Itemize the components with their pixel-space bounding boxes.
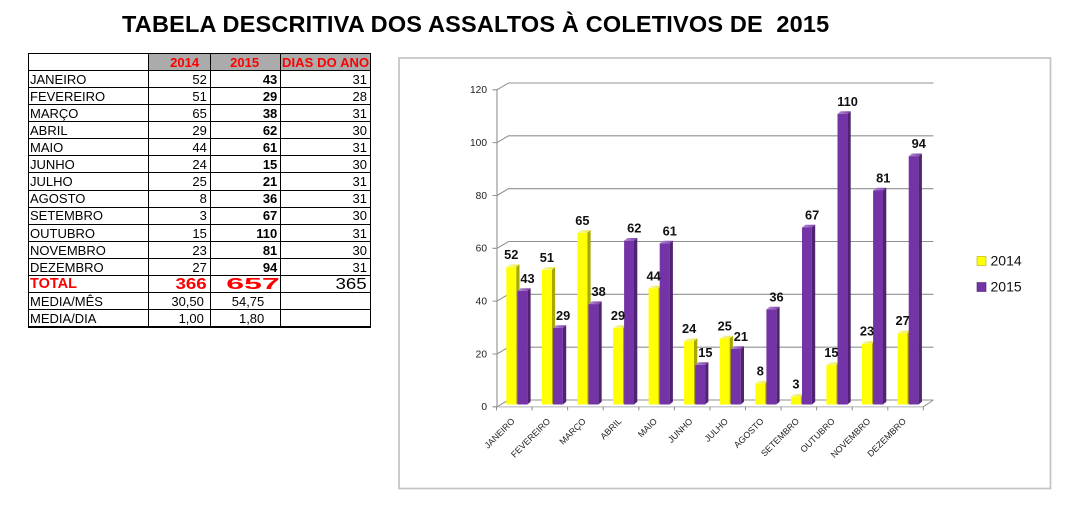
svg-text:29: 29 (556, 308, 570, 323)
svg-text:40: 40 (476, 296, 488, 307)
svg-text:3: 3 (792, 377, 799, 392)
svg-text:94: 94 (912, 136, 927, 151)
svg-text:110: 110 (837, 94, 858, 109)
svg-text:25: 25 (718, 319, 732, 334)
svg-text:27: 27 (895, 313, 909, 328)
svg-text:0: 0 (481, 402, 487, 413)
svg-text:52: 52 (504, 247, 518, 262)
svg-text:20: 20 (476, 349, 488, 360)
svg-text:15: 15 (698, 345, 712, 360)
svg-text:24: 24 (682, 321, 697, 336)
svg-text:100: 100 (470, 138, 487, 149)
svg-text:62: 62 (627, 221, 641, 236)
svg-text:2015: 2015 (991, 279, 1022, 295)
svg-text:60: 60 (476, 244, 488, 255)
svg-text:8: 8 (757, 363, 764, 378)
svg-text:51: 51 (540, 250, 554, 265)
svg-text:36: 36 (769, 289, 783, 304)
svg-text:81: 81 (876, 171, 890, 186)
svg-text:44: 44 (646, 268, 661, 283)
svg-text:120: 120 (470, 85, 487, 96)
svg-text:23: 23 (860, 324, 874, 339)
svg-text:15: 15 (824, 345, 838, 360)
svg-text:2014: 2014 (991, 253, 1022, 269)
svg-text:67: 67 (805, 208, 819, 223)
svg-text:61: 61 (663, 223, 677, 238)
svg-text:65: 65 (575, 213, 589, 228)
svg-text:29: 29 (611, 308, 625, 323)
svg-text:38: 38 (591, 284, 605, 299)
svg-text:43: 43 (520, 271, 534, 286)
svg-text:80: 80 (476, 191, 488, 202)
svg-text:21: 21 (734, 329, 748, 344)
